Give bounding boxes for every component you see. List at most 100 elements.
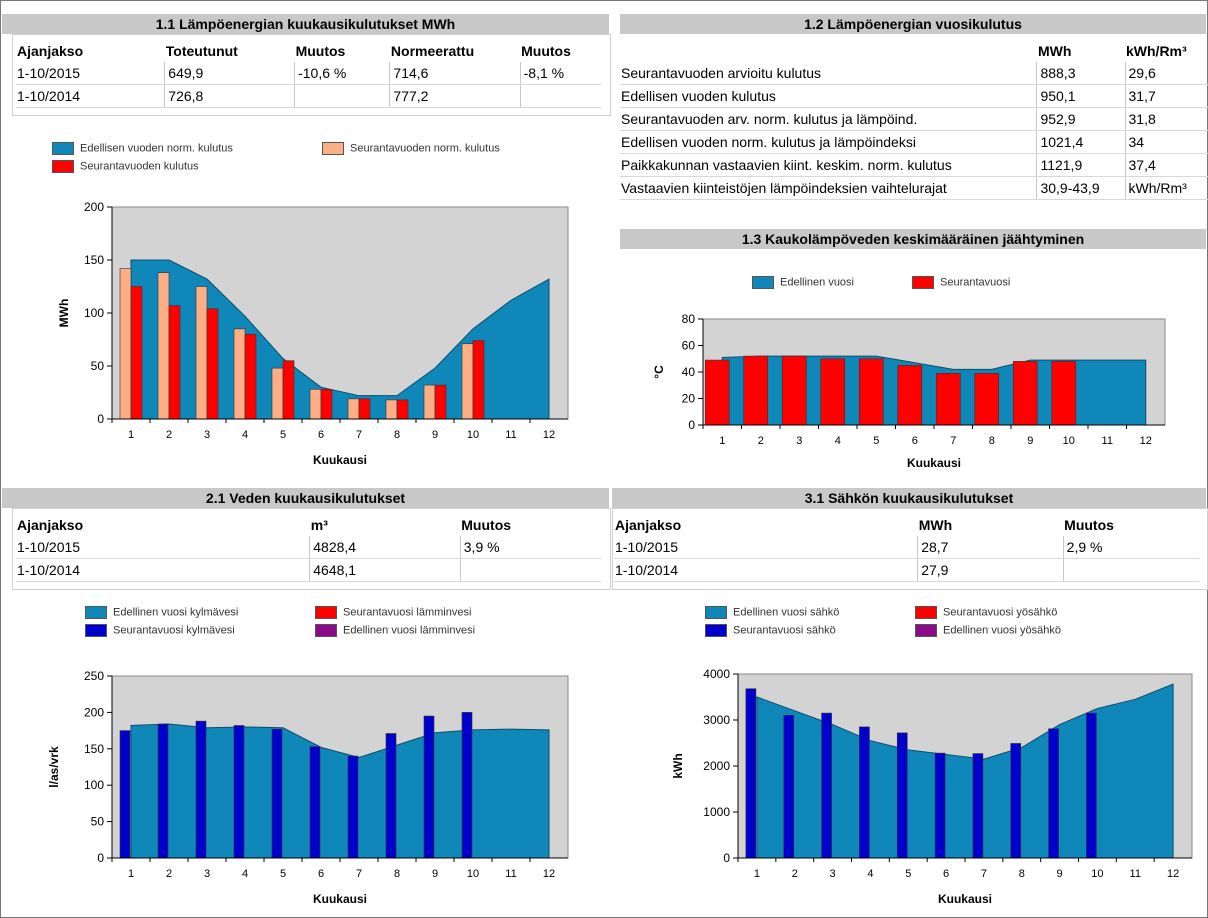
column-header: Ajanjakso — [615, 517, 682, 533]
legend-item: Edellisen vuoden norm. kulutus — [52, 142, 233, 155]
table-row: Seurantavuoden arvioitu kulutus 888,3 29,6 — [620, 62, 1208, 85]
chart-heat-legend: Edellisen vuoden norm. kulutus Seurantavu… — [52, 142, 612, 182]
table-cell: 3,9 % — [459, 536, 601, 559]
y-tick-label: 2000 — [703, 759, 730, 773]
table-row: 1-10/2015 4828,4 3,9 % — [16, 536, 601, 559]
x-axis-label: Kuukausi — [313, 892, 367, 906]
y-axis-label: °C — [652, 365, 666, 379]
bar — [1012, 361, 1038, 426]
table-cell: 34 — [1124, 130, 1208, 154]
table-header-row: Ajanjakso MWh Muutos — [614, 514, 1199, 536]
x-tick-label: 8 — [1019, 868, 1025, 880]
table-cell: -8,1 % — [519, 62, 601, 85]
table-3-1: Ajanjakso MWh Muutos 1-10/2015 28,7 2,9 % 1-10… — [614, 514, 1199, 582]
bar — [821, 712, 832, 859]
x-tick-label: 2 — [792, 868, 798, 880]
y-axis-label: MWh — [57, 299, 71, 328]
bar — [320, 389, 333, 420]
x-tick-label: 6 — [318, 429, 324, 441]
legend-label: Edellisen vuoden norm. kulutus — [80, 142, 233, 155]
legend-swatch — [705, 624, 727, 637]
y-tick-label: 200 — [84, 705, 104, 719]
table-cell: 714,6 — [389, 62, 521, 85]
bar — [935, 373, 961, 426]
x-tick-label: 5 — [280, 868, 286, 880]
x-tick-label: 12 — [543, 429, 555, 441]
bar — [396, 399, 409, 420]
y-tick-label: 250 — [84, 669, 104, 683]
legend-label: Seurantavuosi lämminvesi — [343, 606, 472, 619]
legend-swatch — [915, 606, 937, 619]
column-header: MWh — [918, 517, 953, 533]
table-cell: 4828,4 — [309, 536, 461, 559]
table-row: 1-10/2015 649,9 -10,6 % 714,6 -8,1 % — [16, 62, 601, 85]
table-cell: 1-10/2015 — [16, 62, 165, 85]
x-tick-label: 9 — [1057, 868, 1063, 880]
column-header: MWh — [1037, 43, 1072, 59]
column-header: Ajanjakso — [17, 43, 84, 59]
legend-swatch — [315, 624, 337, 637]
bar — [271, 367, 284, 420]
table-header-row: MWh kWh/Rm³ — [620, 40, 1208, 62]
table-cell: -10,6 % — [294, 62, 390, 85]
legend-label: Edellinen vuosi yösähkö — [943, 624, 1062, 637]
x-tick-label: 1 — [128, 429, 134, 441]
x-tick-label: 8 — [989, 435, 995, 447]
table-2-1: Ajanjakso m³ Muutos 1-10/2015 4828,4 3,9 % 1-1… — [16, 514, 601, 582]
legend-label: Seurantavuosi — [940, 276, 1011, 289]
table-row: Seurantavuoden arv. norm. kulutus ja läm… — [620, 107, 1208, 131]
x-tick-label: 8 — [394, 868, 400, 880]
section-title-2-1: 2.1 Veden kuukausikulutukset — [2, 488, 609, 508]
table-row: 1-10/2015 28,7 2,9 % — [614, 536, 1199, 559]
x-tick-label: 8 — [394, 429, 400, 441]
bar — [1010, 743, 1022, 859]
table-header-row: Ajanjakso m³ Muutos — [16, 514, 601, 536]
table-cell: 30,9-43,9 — [1036, 176, 1125, 200]
x-tick-label: 2 — [166, 429, 172, 441]
column-header: kWh/Rm³ — [1126, 43, 1187, 59]
bar — [1051, 361, 1077, 426]
x-tick-label: 4 — [242, 868, 248, 880]
column-header: Normeerattu — [390, 43, 475, 59]
x-tick-label: 10 — [467, 429, 479, 441]
x-tick-label: 9 — [1027, 435, 1033, 447]
bar — [972, 753, 984, 859]
table-row: Paikkakunnan vastaavien kiint. keskim. n… — [620, 153, 1208, 177]
table-cell: 1021,4 — [1036, 130, 1125, 154]
bar — [233, 725, 245, 859]
table-1-1: Ajanjakso Toteutunut Muutos Normeerattu Muut… — [16, 40, 601, 108]
bar — [743, 355, 769, 426]
y-tick-label: 4000 — [703, 667, 730, 681]
table-row: 1-10/2014 4648,1 — [16, 558, 601, 582]
table-cell — [459, 558, 601, 582]
legend-label: Seurantavuoden norm. kulutus — [350, 142, 500, 155]
bar — [347, 755, 359, 859]
x-tick-label: 4 — [867, 868, 873, 880]
legend-label: Seurantavuosi kylmävesi — [113, 624, 235, 637]
table-cell: 28,7 — [917, 536, 1064, 559]
y-tick-label: 60 — [682, 339, 696, 353]
legend-swatch — [912, 276, 934, 289]
legend-item: Edellinen vuosi sähkö — [705, 606, 839, 619]
x-tick-label: 12 — [1167, 868, 1179, 880]
x-tick-label: 3 — [830, 868, 836, 880]
bar — [385, 733, 397, 859]
bar — [309, 389, 322, 420]
x-tick-label: 12 — [543, 868, 555, 880]
legend-item: Edellinen vuosi kylmävesi — [85, 606, 238, 619]
y-axis-label: kWh — [671, 753, 685, 778]
table-cell: 27,9 — [917, 558, 1064, 582]
table-cell: 1-10/2015 — [16, 536, 310, 559]
legend-swatch — [52, 142, 74, 155]
legend-item: Seurantavuosi yösähkö — [915, 606, 1057, 619]
bar — [157, 272, 170, 420]
bar — [783, 715, 795, 859]
legend-label: Edellinen vuosi lämminvesi — [343, 624, 476, 637]
legend-item: Seurantavuosi lämminvesi — [315, 606, 471, 619]
bar — [1086, 712, 1097, 859]
table-cell: 649,9 — [164, 62, 295, 85]
legend-item: Edellinen vuosi yösähkö — [915, 624, 1061, 637]
table-cell: 1-10/2014 — [16, 558, 310, 582]
